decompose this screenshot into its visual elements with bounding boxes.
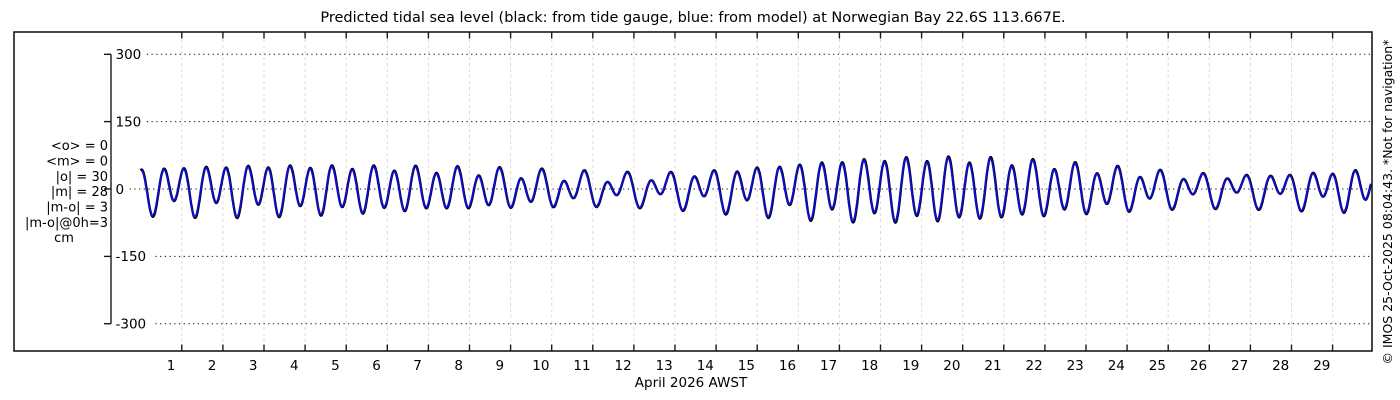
x-tick-label: 19 [902,358,919,374]
x-tick-label: 11 [573,358,590,374]
stats-line: |m-o|@0h=3 [25,216,108,231]
x-tick-label: 1 [167,358,176,374]
x-tick-label: 21 [984,358,1001,374]
y-axis-tick-labels: 300 150 0 -150 -300 [116,47,147,332]
y-tick-label: 0 [116,182,125,198]
x-tick-label: 16 [779,358,796,374]
tide-gauge-curve [139,155,1372,224]
stats-line: <o> = 0 [51,139,108,154]
y-tick-label: 300 [116,47,142,63]
x-tick-label: 24 [1108,358,1125,374]
day-ticks-bottom [181,344,1334,351]
stats-line: |m| = 28 [51,185,108,200]
x-tick-label: 10 [532,358,549,374]
x-tick-label: 20 [943,358,960,374]
x-tick-labels: 1 2 3 4 5 6 7 8 9 10 11 12 13 14 15 16 17 18 19 20 21 22 23 24 2… [167,358,1331,374]
x-tick-label: 5 [331,358,340,374]
x-tick-label: 25 [1149,358,1166,374]
x-tick-label: 4 [290,358,299,374]
x-tick-label: 29 [1313,358,1330,374]
y-axis-ticks [104,53,111,325]
x-tick-label: 22 [1026,358,1043,374]
x-tick-label: 28 [1272,358,1289,374]
model-curve [140,156,1372,223]
stats-line: |m-o| = 3 [46,201,108,216]
stats-line: <m> = 0 [46,154,108,169]
chart-title: Predicted tidal sea level (black: from t… [320,10,1065,26]
x-tick-label: 9 [496,358,505,374]
y-tick-label: -300 [116,317,147,333]
x-tick-label: 3 [249,358,258,374]
x-tick-label: 23 [1067,358,1084,374]
x-tick-label: 27 [1231,358,1248,374]
x-tick-label: 6 [372,358,381,374]
day-ticks-top [181,32,1334,39]
copyright-vertical-text: © IMOS 25-Oct-2025 08:04:43. *Not for na… [1380,40,1395,365]
x-axis-title: April 2026 AWST [635,375,748,391]
x-tick-label: 7 [413,358,422,374]
x-tick-label: 12 [615,358,632,374]
x-tick-label: 14 [697,358,714,374]
x-tick-label: 15 [738,358,755,374]
stats-line: |o| = 30 [56,170,108,185]
stats-unit-label: cm [54,231,74,246]
plot-box-border [13,31,1373,352]
x-tick-label: 17 [820,358,837,374]
x-tick-label: 2 [208,358,217,374]
x-tick-label: 26 [1190,358,1207,374]
series-tide-gauge [139,155,1372,224]
y-tick-label: -150 [116,249,147,265]
y-tick-label: 150 [116,114,142,130]
x-tick-label: 13 [656,358,673,374]
vertical-gridlines [181,33,1334,350]
series-model [140,156,1372,223]
x-tick-label: 8 [454,358,463,374]
stats-panel: <o> = 0<m> = 0|o| = 30|m| = 28|m-o| = 3|… [25,139,108,231]
x-tick-label: 18 [861,358,878,374]
